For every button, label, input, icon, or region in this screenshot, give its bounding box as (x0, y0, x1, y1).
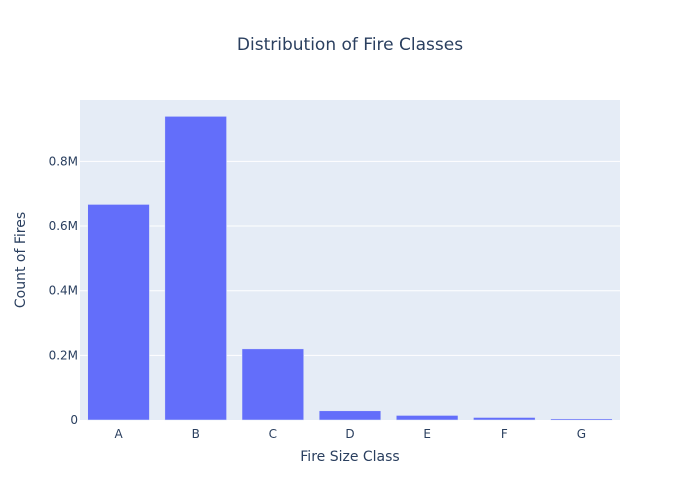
x-tick-label: C (269, 427, 277, 441)
x-tick-label: D (345, 427, 354, 441)
bar-d (318, 410, 382, 421)
bar-a (87, 204, 150, 421)
x-tick-label: B (192, 427, 200, 441)
x-tick-label: G (577, 427, 586, 441)
y-tick-label: 0.4M (49, 284, 78, 298)
bar-c (241, 348, 304, 421)
bars (87, 116, 613, 421)
x-tick-label: A (114, 427, 123, 441)
chart-title: Distribution of Fire Classes (237, 35, 463, 55)
bar-b (164, 116, 227, 421)
x-tick-label: E (423, 427, 431, 441)
y-axis-label: Count of Fires (13, 212, 29, 308)
y-tick-label: 0.8M (49, 154, 78, 168)
y-tick-label: 0 (70, 413, 78, 427)
bar-e (396, 415, 459, 421)
y-tick-label: 0.2M (49, 348, 78, 362)
bar-g (550, 418, 613, 421)
bar-f (473, 417, 536, 421)
y-axis-ticks: 0 0.2M 0.4M 0.6M 0.8M (49, 154, 78, 427)
x-axis-ticks: A B C D E F G (114, 427, 586, 441)
x-tick-label: F (501, 427, 508, 441)
plot-background (80, 100, 620, 420)
x-axis-label: Fire Size Class (300, 449, 399, 465)
y-tick-label: 0.6M (49, 219, 78, 233)
